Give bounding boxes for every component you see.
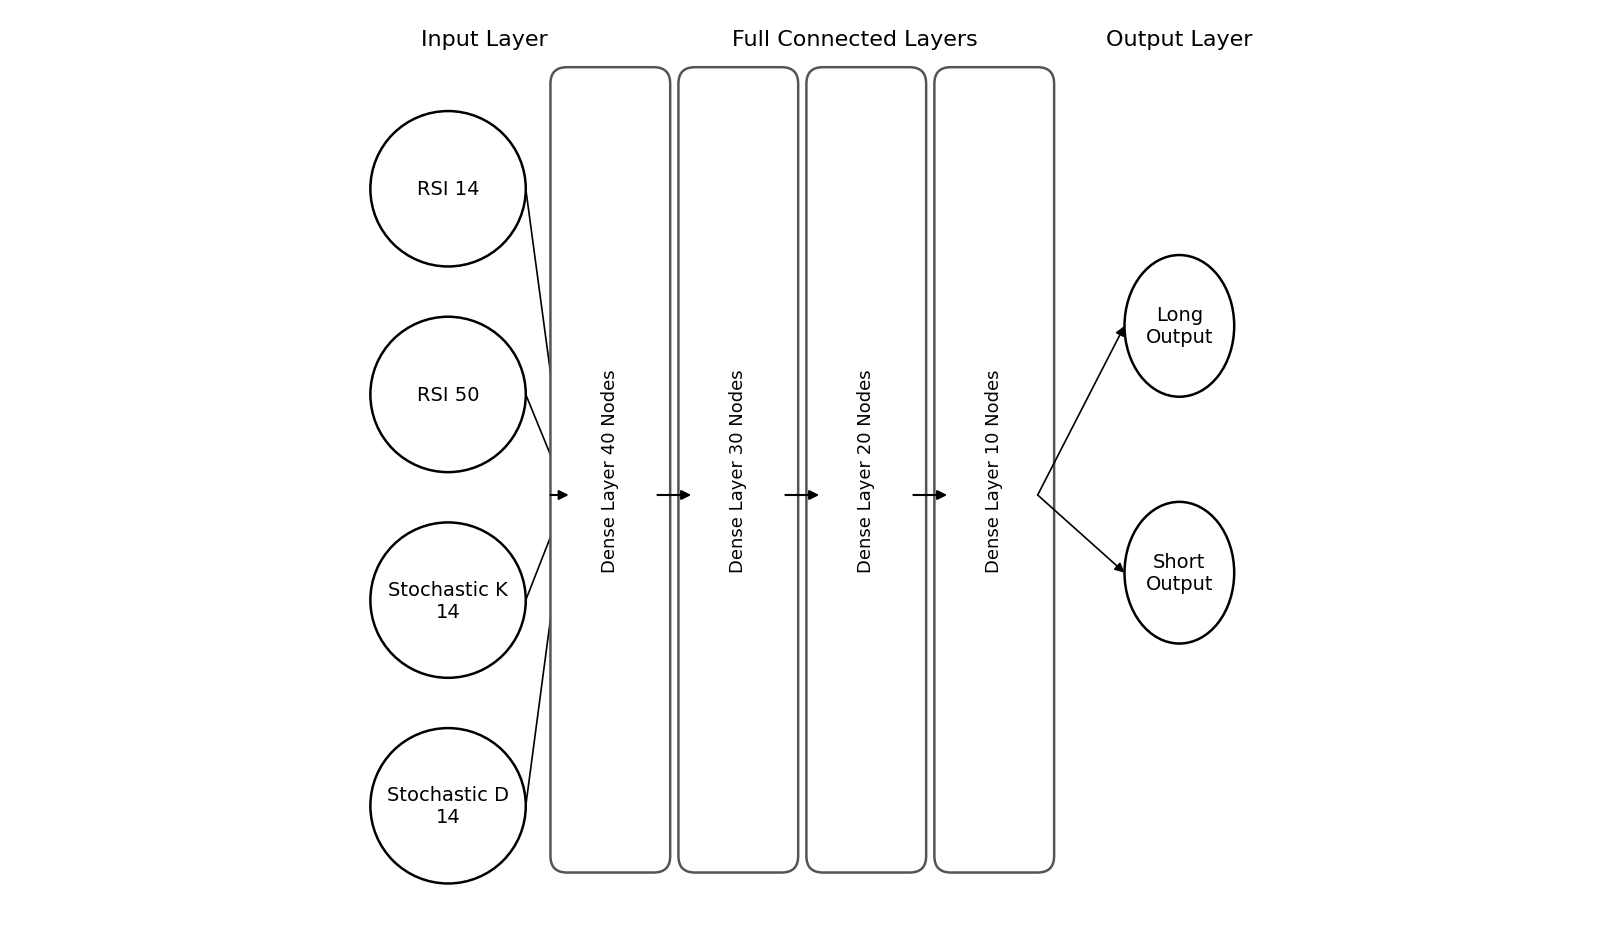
Circle shape: [370, 729, 526, 883]
FancyBboxPatch shape: [678, 68, 798, 872]
Text: Stochastic K
14: Stochastic K 14: [389, 580, 507, 621]
Ellipse shape: [1125, 256, 1234, 398]
Text: Dense Layer 10 Nodes: Dense Layer 10 Nodes: [986, 369, 1003, 572]
Circle shape: [370, 112, 526, 267]
Text: Dense Layer 40 Nodes: Dense Layer 40 Nodes: [602, 369, 619, 572]
Text: Long
Output: Long Output: [1146, 306, 1213, 347]
Text: Input Layer: Input Layer: [421, 30, 547, 50]
FancyBboxPatch shape: [806, 68, 926, 872]
Text: Full Connected Layers: Full Connected Layers: [731, 30, 978, 50]
Text: RSI 14: RSI 14: [418, 180, 480, 199]
Text: Dense Layer 20 Nodes: Dense Layer 20 Nodes: [858, 369, 875, 572]
Circle shape: [370, 317, 526, 473]
Circle shape: [370, 523, 526, 678]
Text: RSI 50: RSI 50: [418, 386, 480, 404]
Ellipse shape: [1125, 502, 1234, 644]
Text: Short
Output: Short Output: [1146, 552, 1213, 593]
Text: Dense Layer 30 Nodes: Dense Layer 30 Nodes: [730, 369, 747, 572]
FancyBboxPatch shape: [934, 68, 1054, 872]
FancyBboxPatch shape: [550, 68, 670, 872]
Text: Output Layer: Output Layer: [1106, 30, 1253, 50]
Text: Stochastic D
14: Stochastic D 14: [387, 785, 509, 826]
